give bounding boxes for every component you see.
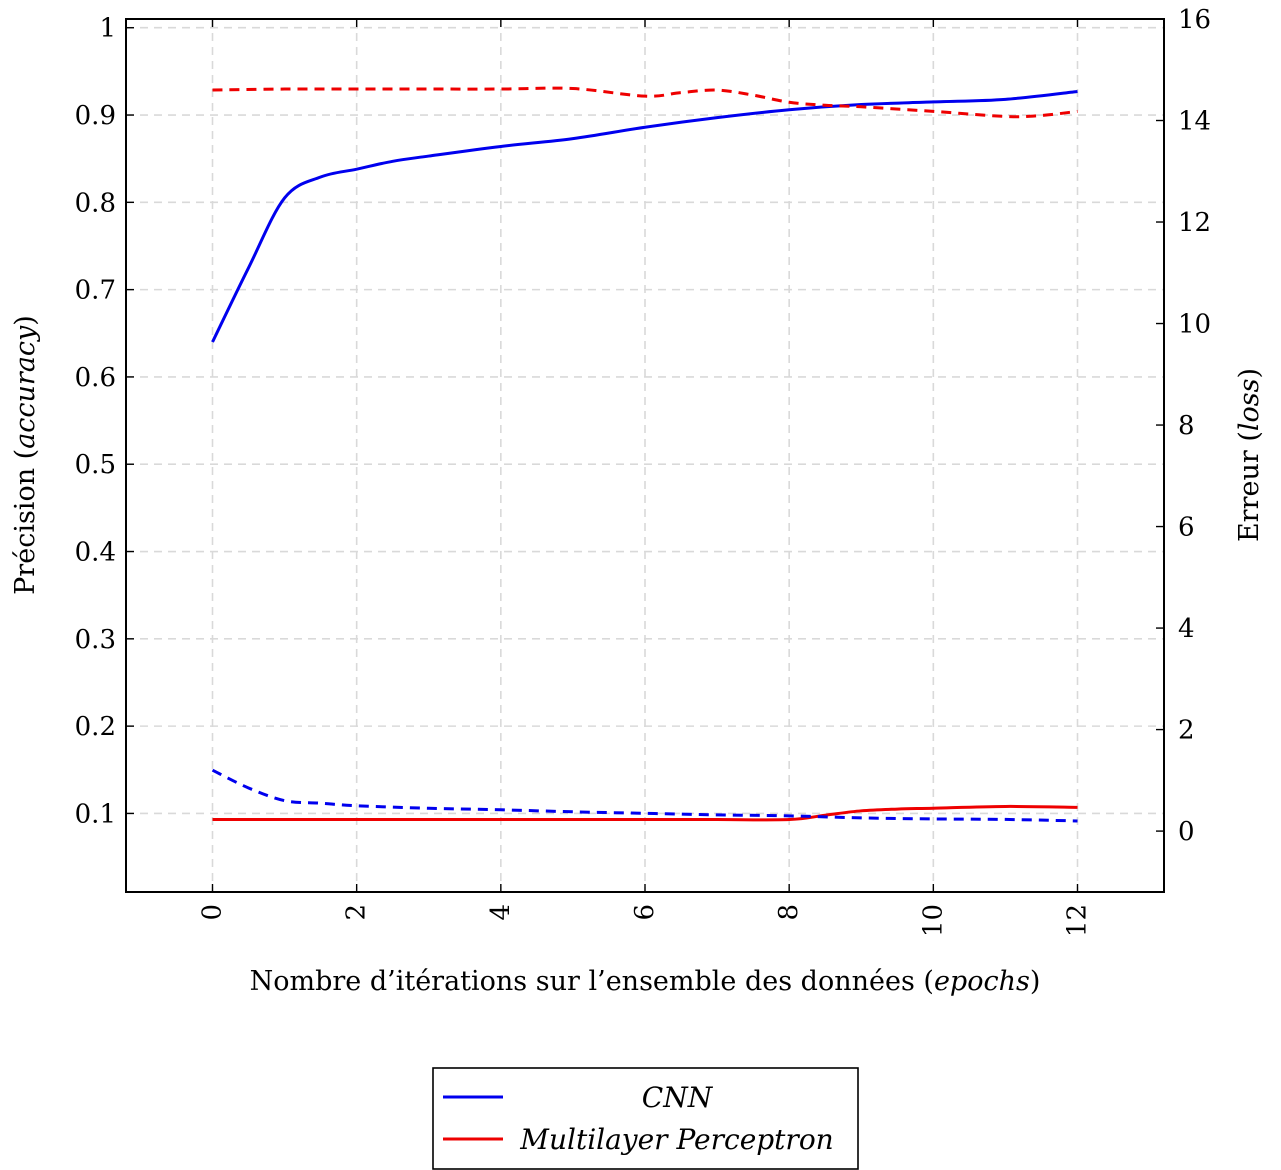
y-right-tick-label: 2 [1178, 716, 1195, 746]
y-right-tick-label: 14 [1178, 107, 1211, 137]
legend-box [432, 1067, 859, 1170]
y-axis-left-title: Précision (accuracy) [10, 315, 41, 595]
y-axis-right-title: Erreur (loss) [1234, 368, 1265, 542]
y-left-tick-label: 0.4 [75, 538, 116, 568]
y-right-tick-label: 6 [1178, 513, 1195, 543]
y-left-tick-label: 0.5 [75, 450, 116, 480]
grid-layer [126, 19, 1164, 892]
y-left-tick-label: 1 [99, 14, 116, 44]
y-right-tick-label: 16 [1178, 5, 1211, 35]
x-tick-label: 8 [774, 904, 804, 921]
y-right-tick-label: 4 [1178, 614, 1195, 644]
x-axis-title: Nombre d’itérations sur l’ensemble des d… [250, 966, 1041, 997]
y-left-tick-label: 0.1 [75, 799, 116, 829]
series-line-cnn-loss [211, 768, 1078, 823]
y-right-tick-label: 8 [1178, 411, 1195, 441]
series-line-multilayer-perceptron-loss [212, 86, 1078, 119]
y-left-tick-label: 0.8 [75, 188, 116, 218]
x-tick-label: 12 [1063, 904, 1093, 937]
x-tick-label: 4 [486, 904, 516, 921]
legend: CNN Multilayer Perceptron [432, 1067, 859, 1170]
x-tick-label: 2 [342, 904, 372, 921]
y-right-tick-label: 12 [1178, 208, 1211, 238]
series-line-cnn-accuracy [211, 89, 1078, 343]
series-line-multilayer-perceptron-accuracy [212, 804, 1078, 822]
ticks-layer: 0 2 4 6 8 10 120.10.20.30.40.50.60.70.80.91024… [75, 5, 1211, 937]
y-right-tick-label: 10 [1178, 310, 1211, 340]
y-left-tick-label: 0.2 [75, 712, 116, 742]
y-left-tick-label: 0.6 [75, 363, 116, 393]
y-left-tick-label: 0.7 [75, 276, 116, 306]
series-layer [211, 86, 1078, 823]
legend-label-multilayer-perceptron: Multilayer Perceptron [519, 1123, 833, 1156]
x-tick-label: 6 [630, 904, 660, 921]
legend-label-cnn: CNN [642, 1081, 714, 1114]
y-right-tick-label: 0 [1178, 817, 1195, 847]
x-tick-label: 0 [198, 904, 228, 921]
y-left-tick-label: 0.9 [75, 101, 116, 131]
y-left-tick-label: 0.3 [75, 625, 116, 655]
x-tick-label: 10 [918, 904, 948, 937]
